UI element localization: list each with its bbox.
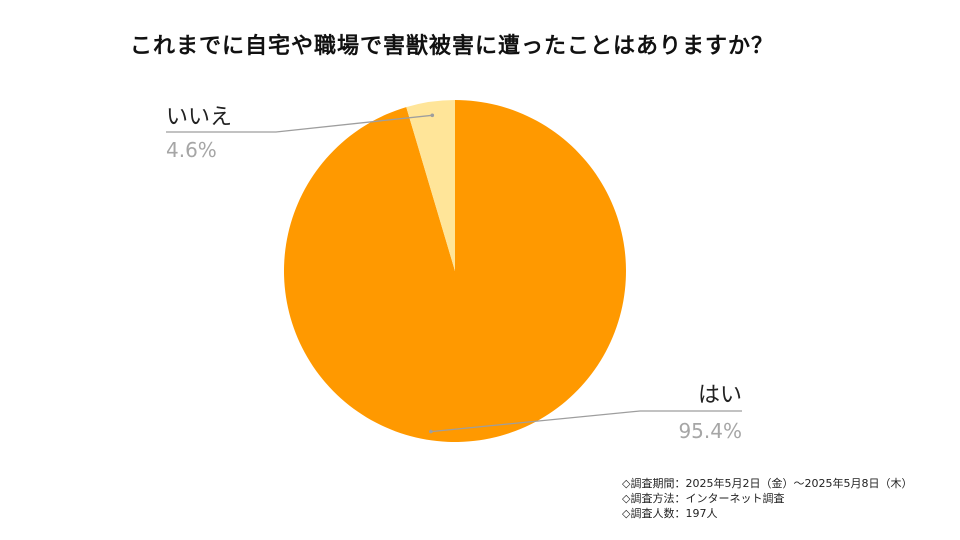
leader-line-0 [430,410,742,433]
slice-label-0: はい [698,383,742,408]
leader-dot-0 [429,429,433,434]
footnote-method: ◇調査方法：インターネット調査 [622,492,785,505]
footnote-period: ◇調査期間：2025年5月2日（金）～2025年5月8日（木） [622,477,913,490]
pie-slice-0 [283,100,626,443]
leader-dot-1 [430,113,435,118]
footnote-respondents: ◇調査人数：197人 [622,507,718,520]
footnotes: ◇調査期間：2025年5月2日（金）～2025年5月8日（木） ◇調査方法：イン… [622,476,912,521]
pie-slice-1 [406,100,455,271]
slice-percent-1: 4.6% [166,138,217,162]
page-title: これまでに自宅や職場で害獣被害に遭ったことはありますか？ [130,34,775,59]
leader-line-1 [166,114,433,133]
slice-percent-0: 95.4% [678,419,742,443]
slice-label-1: いいえ [166,105,232,130]
